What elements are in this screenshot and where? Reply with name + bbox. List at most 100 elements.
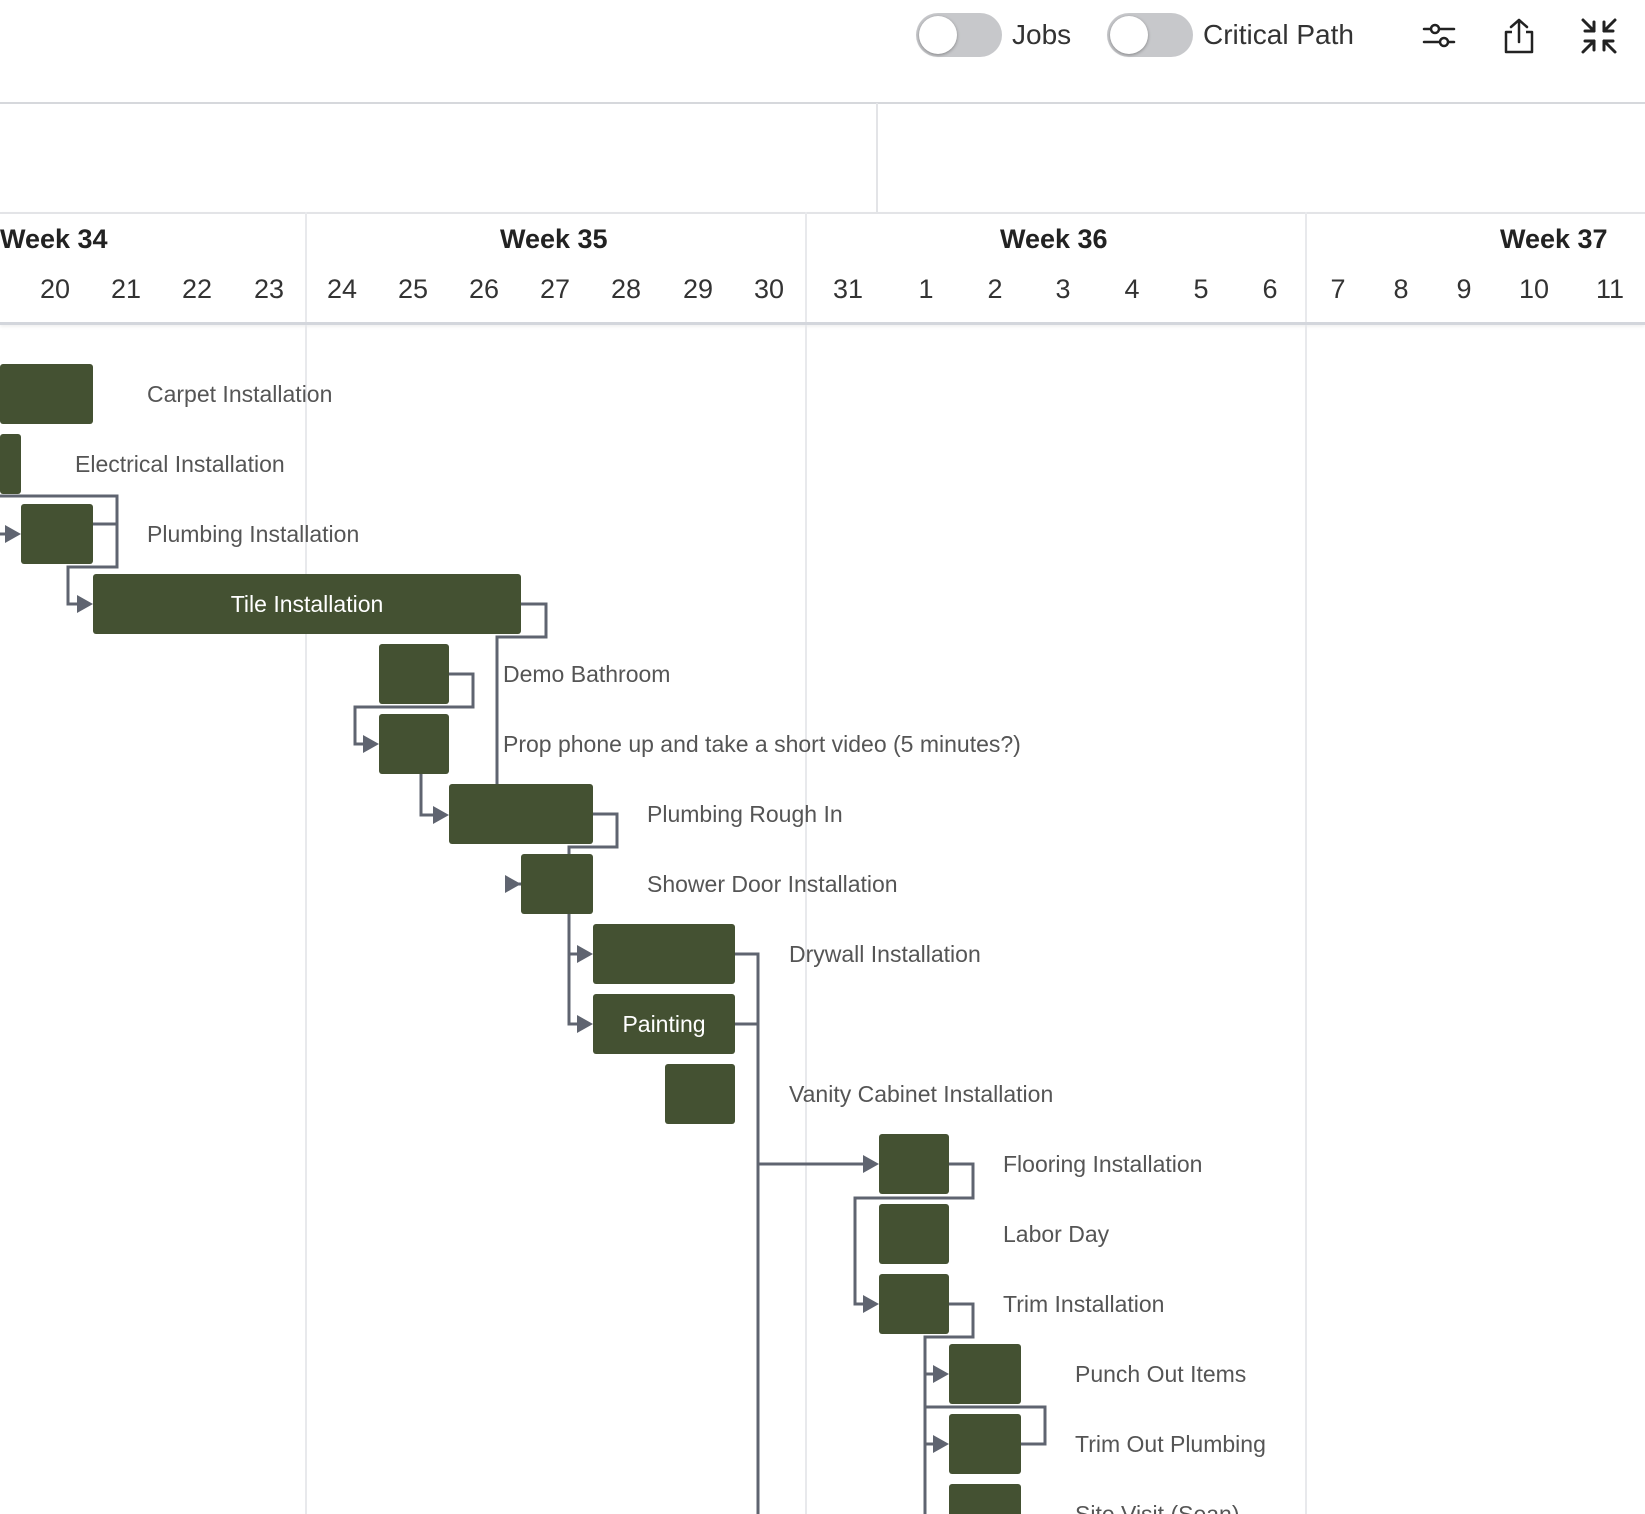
dependency-arrowhead xyxy=(77,595,93,613)
gantt-body: Carpet Installation Electrical Installati… xyxy=(0,325,1645,1514)
header-divider xyxy=(876,103,878,212)
task-bar[interactable] xyxy=(665,1064,735,1124)
day-label: 31 xyxy=(832,274,864,304)
day-label: 7 xyxy=(1330,274,1346,304)
week-label: Week 35 xyxy=(500,224,608,254)
week-gridline xyxy=(305,325,307,1514)
task-bar[interactable] xyxy=(593,924,735,984)
task-label: Trim Out Plumbing xyxy=(1075,1431,1266,1457)
day-label: 22 xyxy=(181,274,213,304)
day-label: 4 xyxy=(1124,274,1140,304)
week-label: Week 36 xyxy=(1000,224,1108,254)
task-bar-label: Tile Installation xyxy=(230,590,384,617)
filter-sliders-icon xyxy=(1422,23,1456,48)
task-bar[interactable] xyxy=(879,1274,949,1334)
dependency-arrowhead xyxy=(577,945,593,963)
dependency-arrowhead xyxy=(363,735,379,753)
task-label: Carpet Installation xyxy=(147,381,333,407)
dependency-arrowhead xyxy=(433,806,449,824)
share-button[interactable] xyxy=(1497,14,1541,58)
task-bar[interactable] xyxy=(949,1414,1021,1474)
week-divider xyxy=(305,212,307,322)
task-bar[interactable] xyxy=(379,714,449,774)
task-bar[interactable]: Painting xyxy=(593,994,735,1054)
week-divider xyxy=(805,212,807,322)
task-bar[interactable] xyxy=(949,1484,1021,1514)
task-bar[interactable] xyxy=(879,1204,949,1264)
timeline-weeks-header: Week 34 Week 35 Week 36 Week 37 20 21 22 23… xyxy=(0,212,1645,325)
dependency-links xyxy=(0,494,1047,1514)
dependency-arrowhead xyxy=(577,1015,593,1033)
task-label: Vanity Cabinet Installation xyxy=(789,1081,1054,1107)
week-label: Week 37 xyxy=(1500,224,1608,254)
dependency-arrowhead xyxy=(5,525,21,543)
task-bar[interactable] xyxy=(521,854,593,914)
gantt-toolbar: Jobs Critical Path xyxy=(0,0,1645,104)
task-label: Punch Out Items xyxy=(1075,1361,1247,1387)
task-bar[interactable] xyxy=(949,1344,1021,1404)
day-label: 25 xyxy=(397,274,429,304)
task-bar-label: Painting xyxy=(622,1010,706,1037)
jobs-toggle-knob xyxy=(919,16,957,54)
dependency-link xyxy=(495,602,548,784)
task-label: Plumbing Installation xyxy=(147,521,360,547)
dependency-arrowhead xyxy=(863,1295,879,1313)
jobs-toggle[interactable]: Jobs xyxy=(916,12,1071,58)
task-bar[interactable] xyxy=(0,434,21,494)
critical-path-toggle-label: Critical Path xyxy=(1203,19,1354,50)
task-bar[interactable] xyxy=(0,364,93,424)
day-label: 2 xyxy=(987,274,1003,304)
task-label: Demo Bathroom xyxy=(503,661,671,687)
day-label: 9 xyxy=(1456,274,1472,304)
day-label: 23 xyxy=(253,274,285,304)
filter-button[interactable] xyxy=(1417,14,1461,58)
dependency-arrowhead xyxy=(933,1365,949,1383)
dependency-link xyxy=(923,1302,975,1376)
week-gridline xyxy=(805,325,807,1514)
task-bar[interactable] xyxy=(879,1134,949,1194)
dependency-arrowhead xyxy=(933,1435,949,1453)
task-label: Plumbing Rough In xyxy=(647,801,843,827)
dependency-link xyxy=(66,524,119,606)
day-label: 20 xyxy=(39,274,71,304)
week-label: Week 34 xyxy=(0,224,108,254)
day-label: 27 xyxy=(539,274,571,304)
task-bar[interactable] xyxy=(449,784,593,844)
dependency-link xyxy=(567,954,585,1026)
day-label: 28 xyxy=(610,274,642,304)
critical-path-toggle-knob xyxy=(1110,16,1148,54)
task-label: Trim Installation xyxy=(1003,1291,1165,1317)
dependency-link xyxy=(923,1374,1047,1446)
day-label: 29 xyxy=(682,274,714,304)
day-label: 5 xyxy=(1193,274,1209,304)
dependency-link xyxy=(735,952,760,1514)
collapse-button[interactable] xyxy=(1577,14,1621,58)
share-upload-icon xyxy=(1504,18,1534,54)
dependency-link xyxy=(353,672,475,746)
collapse-arrows-icon xyxy=(1581,18,1617,54)
task-label: Electrical Installation xyxy=(75,451,285,477)
task-bar[interactable]: Tile Installation xyxy=(93,574,521,634)
day-label: 3 xyxy=(1055,274,1071,304)
task-bar[interactable] xyxy=(21,504,93,564)
task-label: Site Visit (Sean) xyxy=(1075,1501,1240,1514)
task-bar[interactable] xyxy=(379,644,449,704)
task-label: Prop phone up and take a short video (5 … xyxy=(503,731,1021,757)
day-label: 6 xyxy=(1262,274,1278,304)
task-label: Drywall Installation xyxy=(789,941,981,967)
task-label: Flooring Installation xyxy=(1003,1151,1203,1177)
critical-path-toggle[interactable]: Critical Path xyxy=(1107,12,1354,58)
day-label: 21 xyxy=(110,274,142,304)
day-label: 8 xyxy=(1393,274,1409,304)
jobs-toggle-track[interactable] xyxy=(916,13,1002,57)
day-label: 26 xyxy=(468,274,500,304)
day-label: 30 xyxy=(753,274,785,304)
critical-path-toggle-track[interactable] xyxy=(1107,13,1193,57)
dependency-link xyxy=(853,1162,975,1306)
task-label: Labor Day xyxy=(1003,1221,1110,1247)
timeline-header-top xyxy=(0,103,1645,214)
day-label: 11 xyxy=(1595,274,1625,304)
week-divider xyxy=(1305,212,1307,322)
task-label: Shower Door Installation xyxy=(647,871,898,897)
day-label: 24 xyxy=(326,274,358,304)
